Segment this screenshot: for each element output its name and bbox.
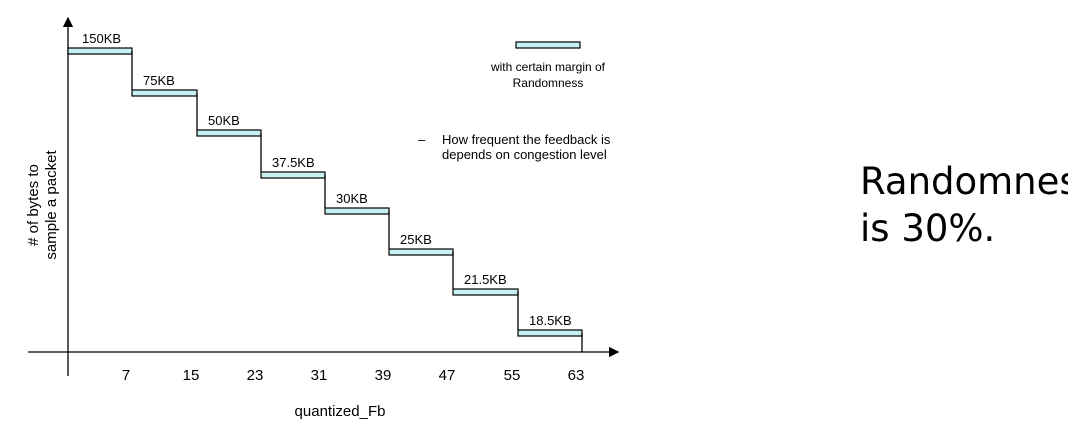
x-tick-label: 23 xyxy=(247,367,264,384)
step-band xyxy=(388,248,454,256)
step-band xyxy=(452,288,519,296)
step-label: 150KB xyxy=(82,31,121,46)
randomness-note: Randomness is 30%. xyxy=(860,158,1068,252)
step-label: 25KB xyxy=(400,232,432,247)
step-band xyxy=(517,329,583,337)
x-tick-label: 15 xyxy=(183,367,200,384)
step-band xyxy=(260,171,326,179)
x-tick-label: 55 xyxy=(504,367,521,384)
step-label: 37.5KB xyxy=(272,155,315,170)
note-bullet: – xyxy=(418,132,426,147)
step-label: 21.5KB xyxy=(464,272,507,287)
step-label: 18.5KB xyxy=(529,313,572,328)
x-tick-label: 39 xyxy=(375,367,392,384)
x-tick-label: 31 xyxy=(311,367,328,384)
x-axis-title: quantized_Fb xyxy=(295,403,386,420)
step-band xyxy=(67,47,133,55)
legend-text: Randomness xyxy=(513,76,584,90)
x-tick-label: 7 xyxy=(122,367,130,384)
note-text: How frequent the feedback is xyxy=(442,132,611,147)
step-diagram: 150KB 75KB 50KB 37.5KB 30KB 25KB 21.5KB 18.5KB 7… xyxy=(25,16,620,420)
legend-text: with certain margin of xyxy=(490,60,606,74)
step-label: 30KB xyxy=(336,191,368,206)
step-band xyxy=(131,89,198,97)
step-band xyxy=(196,129,262,137)
randomness-note-line-2: is 30%. xyxy=(860,207,996,250)
note-text: depends on congestion level xyxy=(442,147,607,162)
x-tick-label: 47 xyxy=(439,367,456,384)
legend-swatch xyxy=(515,41,581,49)
y-axis-title: # of bytes tosample a packet xyxy=(25,150,60,260)
step-band xyxy=(324,207,390,215)
step-label: 75KB xyxy=(143,73,175,88)
y-axis-title-line: # of bytes to xyxy=(25,164,42,246)
y-axis-title-line: sample a packet xyxy=(43,150,60,260)
step-label: 50KB xyxy=(208,113,240,128)
x-tick-label: 63 xyxy=(568,367,585,384)
randomness-note-line-1: Randomness xyxy=(860,160,1068,203)
